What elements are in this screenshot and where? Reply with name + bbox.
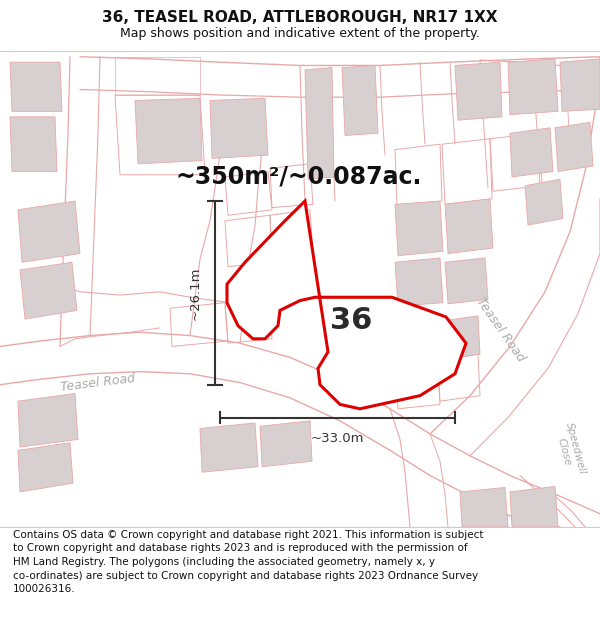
Polygon shape bbox=[18, 442, 73, 492]
Polygon shape bbox=[135, 98, 202, 164]
Polygon shape bbox=[10, 117, 57, 171]
Text: ~26.1m: ~26.1m bbox=[189, 266, 202, 319]
Text: 36, TEASEL ROAD, ATTLEBOROUGH, NR17 1XX: 36, TEASEL ROAD, ATTLEBOROUGH, NR17 1XX bbox=[102, 10, 498, 25]
Text: Map shows position and indicative extent of the property.: Map shows position and indicative extent… bbox=[120, 27, 480, 40]
Polygon shape bbox=[18, 394, 78, 447]
Polygon shape bbox=[510, 127, 553, 177]
Polygon shape bbox=[227, 201, 466, 409]
Polygon shape bbox=[455, 62, 502, 120]
Text: Contains OS data © Crown copyright and database right 2021. This information is : Contains OS data © Crown copyright and d… bbox=[13, 530, 484, 594]
Polygon shape bbox=[525, 179, 563, 225]
Polygon shape bbox=[445, 199, 493, 254]
Polygon shape bbox=[305, 68, 334, 179]
Polygon shape bbox=[440, 316, 480, 359]
Polygon shape bbox=[395, 319, 437, 365]
Polygon shape bbox=[445, 258, 488, 304]
Polygon shape bbox=[510, 486, 558, 527]
Text: Teasel Road: Teasel Road bbox=[60, 371, 136, 394]
Text: 36: 36 bbox=[330, 306, 372, 335]
Polygon shape bbox=[555, 122, 593, 171]
Polygon shape bbox=[395, 258, 443, 306]
Polygon shape bbox=[210, 98, 268, 158]
Text: ~350m²/~0.087ac.: ~350m²/~0.087ac. bbox=[175, 165, 421, 189]
Polygon shape bbox=[395, 201, 443, 256]
Polygon shape bbox=[18, 201, 80, 262]
Text: Teasel Road: Teasel Road bbox=[473, 296, 527, 364]
Text: Speedwell
Close: Speedwell Close bbox=[553, 422, 587, 479]
Polygon shape bbox=[10, 62, 62, 111]
Polygon shape bbox=[260, 421, 312, 467]
Polygon shape bbox=[560, 59, 600, 111]
Polygon shape bbox=[508, 59, 558, 114]
Polygon shape bbox=[20, 262, 77, 319]
Polygon shape bbox=[460, 488, 508, 527]
Text: ~33.0m: ~33.0m bbox=[311, 432, 364, 445]
Polygon shape bbox=[342, 66, 378, 136]
Polygon shape bbox=[200, 423, 258, 472]
